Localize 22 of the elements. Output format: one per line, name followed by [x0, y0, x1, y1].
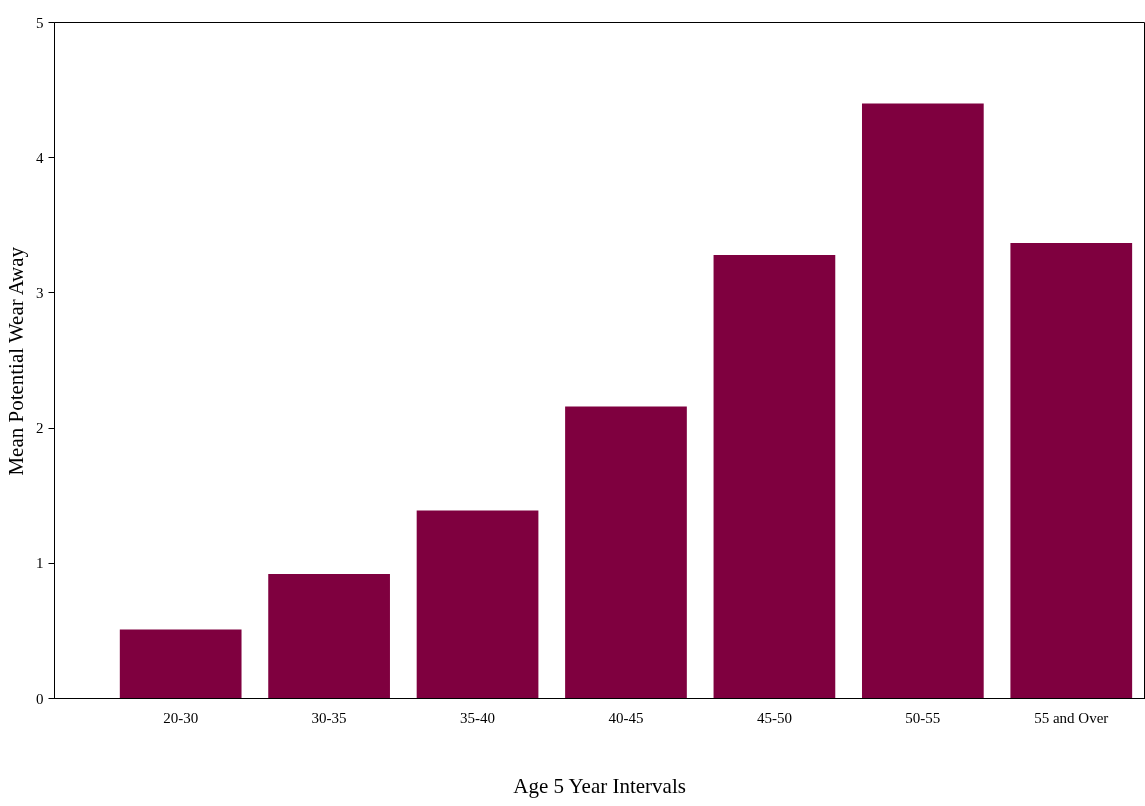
x-axis-title: Age 5 Year Intervals	[513, 773, 686, 798]
x-tick-label: 50-55	[905, 709, 941, 726]
bar	[416, 510, 539, 699]
bar	[119, 629, 242, 699]
bar	[713, 255, 836, 699]
y-tick-label: 4	[36, 149, 44, 166]
x-tick-label: 30-35	[311, 709, 347, 726]
y-tick-label: 1	[36, 555, 44, 572]
y-tick-label: 0	[36, 690, 44, 707]
x-tick-label: 40-45	[608, 709, 644, 726]
bar	[565, 406, 687, 699]
x-tick-label: 45-50	[756, 709, 792, 726]
y-tick-label: 3	[36, 284, 44, 301]
y-tick-label: 2	[36, 420, 44, 437]
y-axis-title: Mean Potential Wear Away	[4, 246, 28, 476]
bar	[861, 103, 984, 699]
x-tick-label: 35-40	[460, 709, 496, 726]
bar	[268, 574, 390, 699]
x-tick-label: 20-30	[163, 709, 199, 726]
x-tick-label: 55 and Over	[1034, 709, 1109, 726]
y-tick-label: 5	[36, 14, 44, 31]
bar	[1010, 242, 1133, 699]
